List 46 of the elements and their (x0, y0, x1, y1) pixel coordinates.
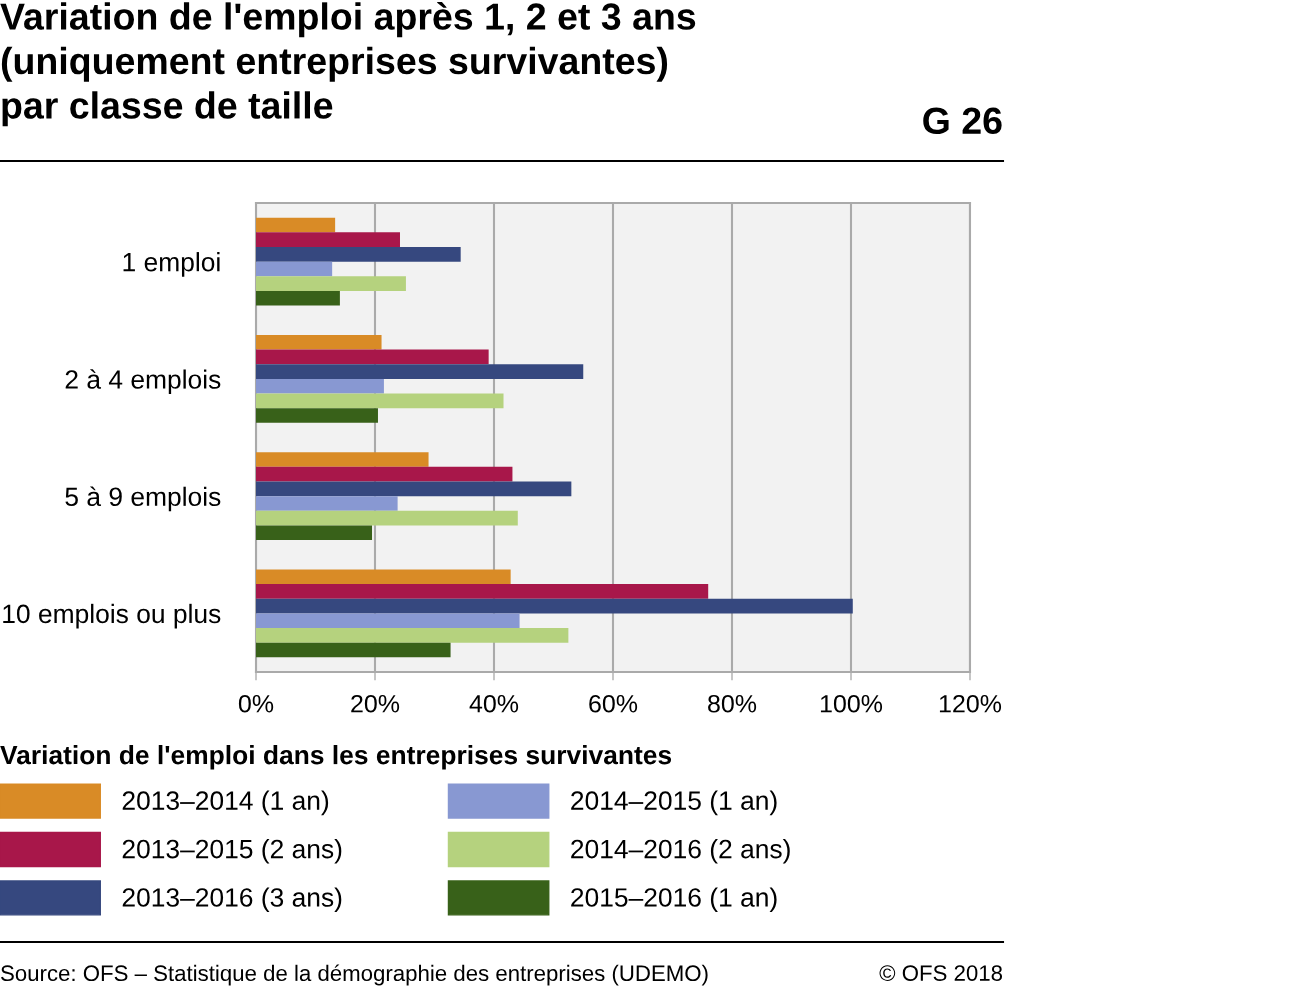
x-tick-label: 40% (469, 694, 519, 713)
bar (256, 510, 518, 526)
bar (256, 466, 513, 482)
bar (256, 364, 584, 379)
chart-title: Variation de l'emploi après 1, 2 et 3 ans (uniquement entreprises survivantes) par classe de taille (0, 2, 696, 127)
bar (256, 598, 853, 614)
y-tick-label: 1 emploi (123, 252, 220, 277)
bar (256, 496, 398, 511)
x-tick-label: 100% (820, 694, 883, 713)
bar (256, 246, 461, 262)
bar (256, 613, 520, 629)
y-tick-label: 5 à 9 emplois (65, 486, 221, 512)
text: © OFS 2018 (879, 965, 1003, 981)
source-note: Source: OFS – Statistique de la démographie des entreprises (UDEMO) (1, 964, 708, 986)
bar (256, 569, 511, 585)
legend-label: 2013–2015 (2 ans) (122, 839, 342, 864)
bar (256, 349, 489, 365)
bar (256, 261, 333, 277)
bar (256, 408, 378, 423)
bar (256, 642, 451, 658)
bar (256, 393, 504, 409)
text: G 26 (923, 107, 1002, 135)
legend-label: 2013–2014 (1 an) (122, 790, 329, 816)
y-tick-label: 2 à 4 emplois (65, 369, 221, 395)
legend-label: 2015–2016 (1 an) (571, 887, 777, 913)
y-tick-label: 10 emplois ou plus (3, 603, 221, 629)
bar (256, 290, 340, 306)
bar (256, 584, 709, 599)
x-tick-label: 20% (351, 694, 400, 713)
bar (256, 217, 336, 233)
legend-label: 2013–2016 (3 ans) (122, 887, 342, 913)
x-tick-label: 0% (238, 694, 274, 713)
bar (256, 628, 569, 643)
legend-label: 2014–2015 (1 an) (571, 790, 777, 816)
bar (256, 378, 384, 394)
x-tick-label: 60% (589, 694, 638, 713)
bar (256, 276, 406, 291)
x-tick-label: 120% (939, 694, 1002, 713)
bar (256, 525, 373, 541)
legend-label: 2014–2016 (2 ans) (571, 839, 790, 864)
legend-title: Variation de l'emploi dans les entreprises survivantes (0, 745, 672, 770)
bar (256, 481, 572, 497)
bar (256, 232, 400, 247)
bar (256, 334, 382, 350)
x-tick-label: 80% (708, 694, 757, 713)
bar (256, 452, 429, 467)
